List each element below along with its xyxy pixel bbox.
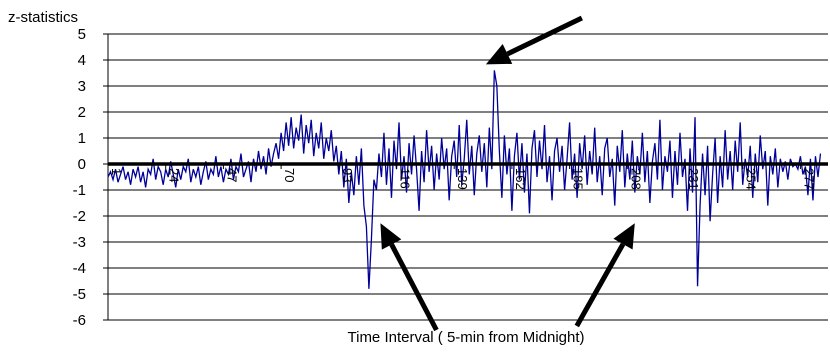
x-tick-label: 162 <box>513 168 528 190</box>
y-tick-labels: 5 4 3 2 1 0 -1 -2 -3 -4 -5 -6 <box>73 26 86 329</box>
x-tick-label: 254 <box>744 168 759 190</box>
y-tick-label: -3 <box>73 234 86 251</box>
x-tick-label: 70 <box>282 168 297 182</box>
y-tick-label: -4 <box>73 260 86 277</box>
x-tick-labels: 1 24 47 70 93 116 139 162 185 208 231 254 277 <box>107 164 816 190</box>
y-tick-label: 1 <box>78 130 86 147</box>
x-tick-label: 47 <box>224 168 239 182</box>
arrow-head <box>613 223 635 250</box>
y-tick-label: 4 <box>78 52 86 69</box>
series-line <box>107 70 822 289</box>
x-tick-label: 231 <box>686 168 701 190</box>
x-tick-label: 139 <box>455 168 470 190</box>
x-tick-label: 24 <box>167 168 182 182</box>
x-tick-label: 277 <box>801 168 816 190</box>
x-tick-label: 208 <box>628 168 643 190</box>
y-axis-label: z-statistics <box>8 9 78 26</box>
x-tick-label: 1 <box>109 168 124 175</box>
arrow-head <box>380 223 402 250</box>
annotation-arrows <box>380 15 635 332</box>
x-axis-label: Time Interval ( 5-min from Midnight) <box>348 329 585 346</box>
arrow-shaft <box>389 243 439 332</box>
y-tick-label: 0 <box>78 156 86 173</box>
y-tick-label: 2 <box>78 104 86 121</box>
y-tick-label: 5 <box>78 26 86 43</box>
y-tick-label: -1 <box>73 182 86 199</box>
x-tick-label: 93 <box>340 168 355 182</box>
y-tick-label: -5 <box>73 286 86 303</box>
x-tick-label: 185 <box>571 168 586 190</box>
arrow-shaft <box>574 242 626 328</box>
y-tick-label: 3 <box>78 78 86 95</box>
x-tick-label: 116 <box>398 168 413 189</box>
series-layer <box>107 70 828 289</box>
arrow-shaft <box>506 15 583 57</box>
arrow-head <box>485 44 513 65</box>
y-tick-label: -2 <box>73 208 86 225</box>
y-tick-label: -6 <box>73 312 86 329</box>
